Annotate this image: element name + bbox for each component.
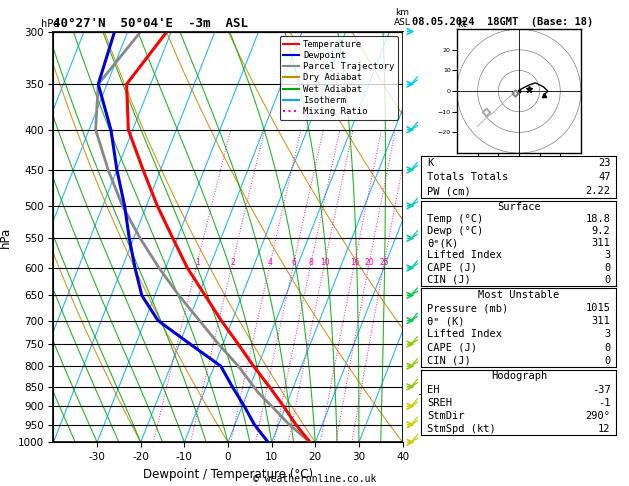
Text: StmSpd (kt): StmSpd (kt) [427, 424, 496, 434]
Text: θᵉ (K): θᵉ (K) [427, 316, 465, 326]
Text: 25: 25 [379, 258, 389, 267]
Text: 2: 2 [230, 258, 235, 267]
Text: Pressure (mb): Pressure (mb) [427, 303, 508, 313]
Text: CAPE (J): CAPE (J) [427, 262, 477, 273]
Text: θᵉ(K): θᵉ(K) [427, 238, 459, 248]
Text: 9.2: 9.2 [592, 226, 611, 236]
Text: 2.22: 2.22 [586, 186, 611, 196]
Text: K: K [427, 157, 433, 168]
Text: SREH: SREH [427, 398, 452, 408]
Text: LCL: LCL [406, 388, 422, 397]
Text: 1: 1 [195, 258, 200, 267]
Text: 18.8: 18.8 [586, 214, 611, 224]
Y-axis label: hPa: hPa [0, 226, 12, 247]
Text: 47: 47 [598, 172, 611, 182]
Text: 4: 4 [268, 258, 273, 267]
Text: 0: 0 [604, 356, 611, 366]
Text: Temp (°C): Temp (°C) [427, 214, 484, 224]
Text: 16: 16 [350, 258, 360, 267]
Text: Surface: Surface [497, 202, 541, 212]
Text: CIN (J): CIN (J) [427, 356, 471, 366]
Text: 40°27'N  50°04'E  -3m  ASL: 40°27'N 50°04'E -3m ASL [53, 17, 248, 31]
Text: 12: 12 [598, 424, 611, 434]
Text: Lifted Index: Lifted Index [427, 330, 503, 339]
X-axis label: Dewpoint / Temperature (°C): Dewpoint / Temperature (°C) [143, 468, 313, 481]
Text: 1015: 1015 [586, 303, 611, 313]
Text: 6: 6 [291, 258, 296, 267]
Text: km
ASL: km ASL [394, 8, 411, 28]
Text: -37: -37 [592, 384, 611, 395]
Text: 290°: 290° [586, 411, 611, 421]
Text: © weatheronline.co.uk: © weatheronline.co.uk [253, 473, 376, 484]
Text: PW (cm): PW (cm) [427, 186, 471, 196]
Text: Lifted Index: Lifted Index [427, 250, 503, 260]
Text: 08.05.2024  18GMT  (Base: 18): 08.05.2024 18GMT (Base: 18) [412, 17, 593, 27]
Text: EH: EH [427, 384, 440, 395]
Text: hPa: hPa [41, 19, 60, 29]
Text: Dewp (°C): Dewp (°C) [427, 226, 484, 236]
Text: Totals Totals: Totals Totals [427, 172, 508, 182]
Text: Hodograph: Hodograph [491, 371, 547, 382]
Text: kt: kt [457, 19, 467, 29]
Text: 3: 3 [604, 330, 611, 339]
Text: 10: 10 [320, 258, 330, 267]
Text: CIN (J): CIN (J) [427, 275, 471, 285]
Legend: Temperature, Dewpoint, Parcel Trajectory, Dry Adiabat, Wet Adiabat, Isotherm, Mi: Temperature, Dewpoint, Parcel Trajectory… [279, 36, 398, 120]
Text: 0: 0 [604, 275, 611, 285]
Text: Most Unstable: Most Unstable [478, 290, 560, 300]
Text: 23: 23 [598, 157, 611, 168]
Text: 0: 0 [604, 262, 611, 273]
Text: -1: -1 [598, 398, 611, 408]
Text: 0: 0 [604, 343, 611, 353]
Text: 3: 3 [604, 250, 611, 260]
Text: 311: 311 [592, 316, 611, 326]
Text: 20: 20 [365, 258, 374, 267]
Text: 8: 8 [309, 258, 313, 267]
Text: StmDir: StmDir [427, 411, 465, 421]
Text: CAPE (J): CAPE (J) [427, 343, 477, 353]
Text: 311: 311 [592, 238, 611, 248]
